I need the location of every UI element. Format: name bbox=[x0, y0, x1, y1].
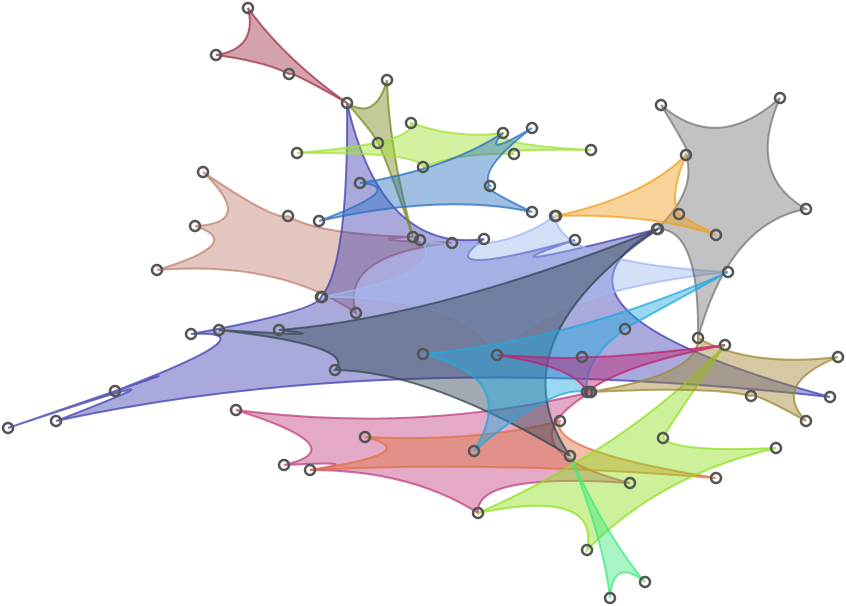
node bbox=[490, 348, 504, 362]
hyperedge bbox=[215, 7, 348, 104]
node bbox=[525, 121, 539, 135]
node bbox=[553, 414, 567, 428]
node bbox=[496, 126, 510, 140]
node bbox=[525, 205, 539, 219]
hyperedge bbox=[296, 121, 592, 169]
node bbox=[150, 263, 164, 277]
node bbox=[328, 363, 342, 377]
node bbox=[281, 209, 295, 223]
node bbox=[691, 331, 705, 345]
hyperedge bbox=[318, 127, 533, 222]
node bbox=[623, 476, 637, 490]
node bbox=[49, 414, 63, 428]
node bbox=[445, 236, 459, 250]
node bbox=[603, 591, 617, 605]
node bbox=[656, 431, 670, 445]
hyperedge bbox=[422, 271, 729, 452]
node bbox=[477, 232, 491, 246]
node bbox=[718, 338, 732, 352]
hyperedge bbox=[555, 154, 717, 236]
node bbox=[108, 384, 122, 398]
node bbox=[312, 214, 326, 228]
node bbox=[371, 136, 385, 150]
node bbox=[799, 202, 813, 216]
node bbox=[282, 67, 296, 81]
node bbox=[416, 347, 430, 361]
node bbox=[483, 179, 497, 193]
node bbox=[549, 209, 563, 223]
node bbox=[277, 458, 291, 472]
node bbox=[769, 441, 783, 455]
node bbox=[823, 390, 837, 404]
node bbox=[709, 471, 723, 485]
node bbox=[340, 96, 354, 110]
node bbox=[575, 350, 589, 364]
node bbox=[650, 222, 664, 236]
hyperedge bbox=[346, 79, 414, 238]
node bbox=[679, 148, 693, 162]
node bbox=[413, 233, 427, 247]
node bbox=[744, 389, 758, 403]
node bbox=[467, 444, 481, 458]
node bbox=[773, 91, 787, 105]
node bbox=[358, 430, 372, 444]
node bbox=[290, 146, 304, 160]
node bbox=[654, 98, 668, 112]
hyperedge bbox=[569, 455, 646, 599]
node bbox=[580, 543, 594, 557]
node bbox=[584, 143, 598, 157]
node bbox=[831, 350, 845, 364]
node bbox=[672, 207, 686, 221]
node bbox=[315, 290, 329, 304]
node bbox=[184, 327, 198, 341]
node bbox=[196, 165, 210, 179]
node bbox=[229, 403, 243, 417]
node bbox=[799, 414, 813, 428]
hyperedge bbox=[218, 228, 659, 457]
node bbox=[638, 575, 652, 589]
node bbox=[353, 176, 367, 190]
node bbox=[241, 1, 255, 15]
node bbox=[188, 219, 202, 233]
node bbox=[272, 323, 286, 337]
node bbox=[404, 116, 418, 130]
hyperedge bbox=[309, 419, 717, 479]
node bbox=[507, 147, 521, 161]
hyperedge bbox=[477, 344, 777, 554]
node bbox=[568, 233, 582, 247]
node bbox=[563, 449, 577, 463]
node bbox=[380, 73, 394, 87]
node bbox=[416, 160, 430, 174]
node bbox=[303, 463, 317, 477]
node bbox=[1, 421, 15, 435]
node bbox=[406, 230, 420, 244]
node bbox=[209, 48, 223, 62]
node bbox=[709, 228, 723, 242]
node bbox=[471, 506, 485, 520]
node bbox=[349, 306, 363, 320]
node bbox=[721, 265, 735, 279]
node bbox=[212, 323, 226, 337]
node bbox=[580, 385, 594, 399]
node bbox=[618, 322, 632, 336]
hyperedge bbox=[589, 336, 839, 422]
